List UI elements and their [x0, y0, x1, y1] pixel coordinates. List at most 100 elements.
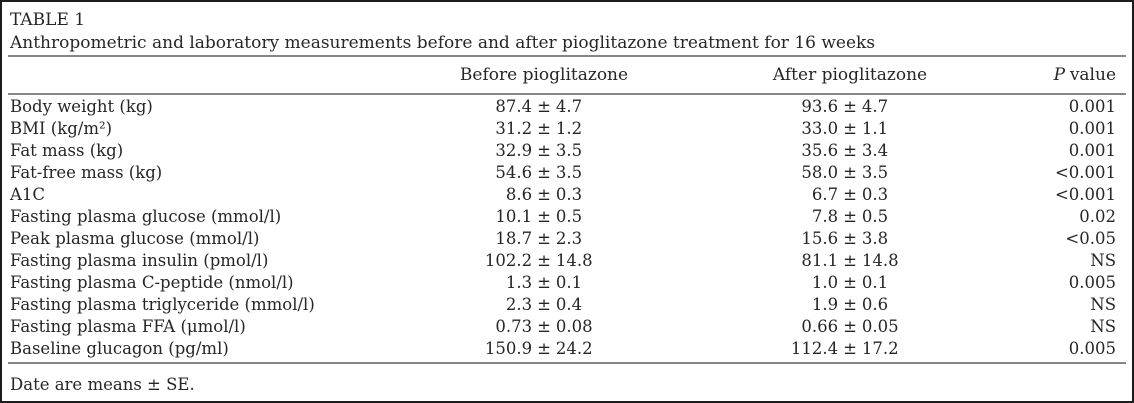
measure-label: BMI (kg/m²) [10, 118, 113, 138]
before-mean: 2.3 [505, 294, 533, 314]
measure-label: Fasting plasma insulin (pmol/l) [10, 250, 269, 270]
plus-minus: ± [537, 272, 551, 292]
after-se: 0.1 [861, 272, 889, 292]
after-mean: 58.0 [801, 162, 839, 182]
after-mean: 0.66 [801, 316, 839, 336]
plus-minus: ± [843, 184, 857, 204]
table-body: Body weight (kg) 87.4 ±4.7 93.6 ±4.7 0.001… [10, 95, 1124, 359]
after-mean: 93.6 [801, 96, 839, 116]
after-se: 17.2 [861, 338, 899, 358]
measure-label: Fasting plasma glucose (mmol/l) [10, 206, 282, 226]
table-row: Fasting plasma FFA (μmol/l) 0.73 ±0.08 0.… [10, 315, 1124, 337]
measure-label: Fasting plasma triglyceride (mmol/l) [10, 294, 315, 314]
after-se: 3.8 [861, 228, 889, 248]
plus-minus: ± [843, 250, 857, 270]
plus-minus: ± [843, 272, 857, 292]
after-value: 81.1 ±14.8 [700, 251, 1000, 270]
plus-minus: ± [843, 228, 857, 248]
after-se: 0.6 [861, 294, 889, 314]
table-row: BMI (kg/m²) 31.2 ±1.2 33.0 ±1.1 0.001 [10, 117, 1124, 139]
after-mean: 1.0 [811, 272, 839, 292]
measure-label: Fasting plasma FFA (μmol/l) [10, 316, 246, 336]
after-se: 0.3 [861, 184, 889, 204]
before-mean: 8.6 [505, 184, 533, 204]
plus-minus: ± [537, 96, 551, 116]
table-row: Fasting plasma triglyceride (mmol/l) 2.3… [10, 293, 1124, 315]
after-se: 0.05 [861, 316, 899, 336]
p-value: 0.001 [1068, 140, 1116, 160]
before-value: 31.2 ±1.2 [388, 119, 700, 138]
p-value: 0.001 [1068, 118, 1116, 138]
measure-label: Peak plasma glucose (mmol/l) [10, 228, 260, 248]
plus-minus: ± [843, 338, 857, 358]
measure-label: Baseline glucagon (pg/ml) [10, 338, 229, 358]
table-row: Body weight (kg) 87.4 ±4.7 93.6 ±4.7 0.001 [10, 95, 1124, 117]
after-value: 0.66 ±0.05 [700, 317, 1000, 336]
after-se: 3.5 [861, 162, 889, 182]
table-row: Fasting plasma glucose (mmol/l) 10.1 ±0.5… [10, 205, 1124, 227]
plus-minus: ± [843, 162, 857, 182]
before-se: 14.8 [555, 250, 593, 270]
rule-footer [8, 362, 1126, 364]
after-mean: 6.7 [811, 184, 839, 204]
after-se: 4.7 [861, 96, 889, 116]
before-value: 0.73 ±0.08 [388, 317, 700, 336]
after-value: 33.0 ±1.1 [700, 119, 1000, 138]
col-header-after: After pioglitazone [772, 65, 928, 85]
before-se: 3.5 [555, 162, 583, 182]
before-se: 0.4 [555, 294, 583, 314]
table-caption: Anthropometric and laboratory measuremen… [10, 33, 876, 53]
plus-minus: ± [537, 250, 551, 270]
after-value: 15.6 ±3.8 [700, 229, 1000, 248]
before-se: 1.2 [555, 118, 583, 138]
after-mean: 81.1 [801, 250, 839, 270]
plus-minus: ± [537, 338, 551, 358]
before-mean: 18.7 [495, 228, 533, 248]
measure-label: Fasting plasma C-peptide (nmol/l) [10, 272, 294, 292]
plus-minus: ± [843, 96, 857, 116]
before-se: 0.1 [555, 272, 583, 292]
before-se: 0.5 [555, 206, 583, 226]
before-value: 54.6 ±3.5 [388, 163, 700, 182]
before-mean: 150.9 [484, 338, 533, 358]
plus-minus: ± [537, 184, 551, 204]
plus-minus: ± [537, 316, 551, 336]
before-mean: 54.6 [495, 162, 533, 182]
table-row: Fasting plasma C-peptide (nmol/l) 1.3 ±0.… [10, 271, 1124, 293]
p-value: 0.005 [1068, 272, 1116, 292]
table-number-label: TABLE 1 [10, 10, 86, 30]
after-se: 14.8 [861, 250, 899, 270]
before-value: 1.3 ±0.1 [388, 273, 700, 292]
before-se: 24.2 [555, 338, 593, 358]
after-se: 1.1 [861, 118, 889, 138]
before-mean: 0.73 [495, 316, 533, 336]
footnote: Date are means ± SE. [10, 375, 195, 394]
after-value: 1.9 ±0.6 [700, 295, 1000, 314]
measure-label: A1C [10, 184, 46, 204]
p-value: 0.005 [1068, 338, 1116, 358]
table-row: Fat-free mass (kg) 54.6 ±3.5 58.0 ±3.5 <0.… [10, 161, 1124, 183]
p-value: 0.02 [1079, 206, 1116, 226]
after-value: 6.7 ±0.3 [700, 185, 1000, 204]
after-mean: 35.6 [801, 140, 839, 160]
after-se: 3.4 [861, 140, 889, 160]
before-se: 3.5 [555, 140, 583, 160]
plus-minus: ± [537, 228, 551, 248]
after-value: 93.6 ±4.7 [700, 97, 1000, 116]
rule-top [8, 55, 1126, 57]
after-mean: 15.6 [801, 228, 839, 248]
plus-minus: ± [537, 118, 551, 138]
plus-minus: ± [537, 294, 551, 314]
before-mean: 31.2 [495, 118, 533, 138]
before-se: 4.7 [555, 96, 583, 116]
table-row: A1C 8.6 ±0.3 6.7 ±0.3 <0.001 [10, 183, 1124, 205]
before-mean: 102.2 [484, 250, 533, 270]
after-value: 1.0 ±0.1 [700, 273, 1000, 292]
after-mean: 112.4 [790, 338, 839, 358]
plus-minus: ± [537, 140, 551, 160]
col-header-before: Before pioglitazone [459, 65, 629, 85]
before-mean: 10.1 [495, 206, 533, 226]
plus-minus: ± [537, 206, 551, 226]
table-header-row: Before pioglitazone After pioglitazone P… [10, 57, 1124, 93]
